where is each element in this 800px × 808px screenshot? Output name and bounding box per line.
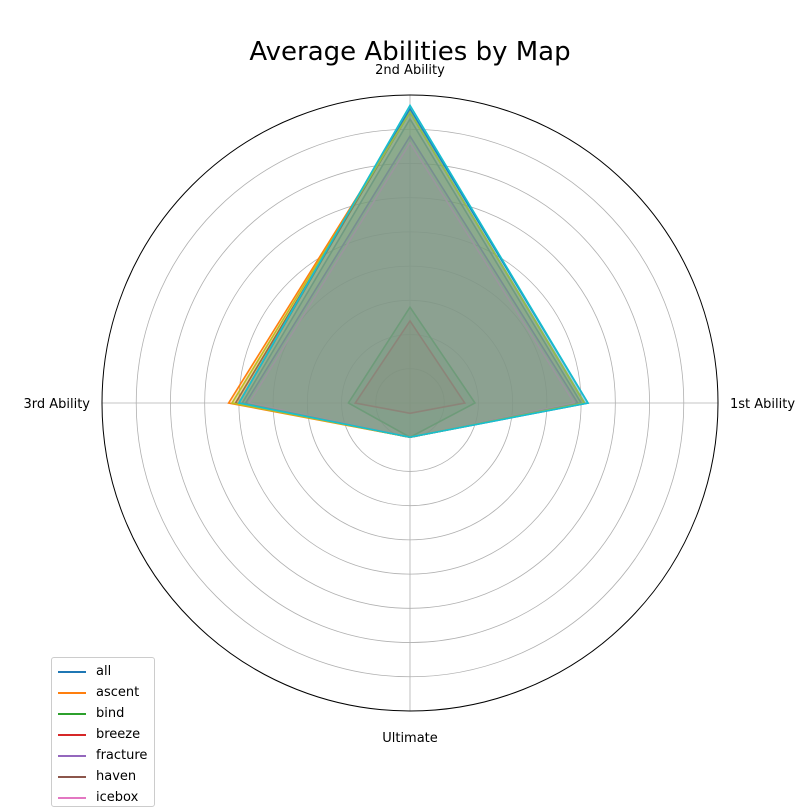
axis-labels: 2nd Ability 1st Ability Ultimate 3rd Abilit… [23, 63, 795, 746]
legend-item: icebox [58, 787, 148, 808]
series-fill [355, 320, 465, 414]
series-fill [348, 307, 475, 438]
series-fill [238, 108, 588, 438]
legend-swatch [58, 775, 86, 778]
legend-item: ascent [58, 682, 148, 703]
legend-item: fracture [58, 745, 148, 766]
series-fill [232, 112, 585, 438]
radar-series [227, 103, 590, 439]
legend-item: bind [58, 703, 148, 724]
axis-label: 2nd Ability [375, 63, 445, 78]
axis-label: Ultimate [382, 731, 438, 746]
legend-label: ascent [96, 685, 140, 700]
series-line [237, 103, 590, 439]
legend: all ascent bind breeze fracture haven icebox [51, 657, 155, 807]
axis-label: 1st Ability [730, 397, 795, 412]
legend-label: haven [96, 769, 137, 784]
legend-item: haven [58, 766, 148, 787]
series-fill [245, 136, 578, 438]
series-fill [235, 112, 585, 438]
radar-grid [101, 94, 719, 712]
legend-swatch [58, 670, 86, 673]
outer-frame [101, 94, 719, 712]
legend-label: all [96, 664, 112, 679]
legend-label: bind [96, 706, 125, 721]
legend-item: all [58, 661, 148, 682]
series-fill [228, 112, 585, 438]
legend-swatch [58, 712, 86, 715]
legend-swatch [58, 796, 86, 799]
series-fill [238, 105, 588, 438]
legend-swatch [58, 733, 86, 736]
legend-item: breeze [58, 724, 148, 745]
legend-swatch [58, 691, 86, 694]
chart-title: Average Abilities by Map [249, 37, 570, 67]
series-line [353, 319, 467, 415]
legend-label: fracture [96, 748, 148, 763]
series-fill [242, 119, 582, 438]
axis-label: 3rd Ability [23, 397, 90, 412]
series-fill [249, 142, 575, 438]
legend-swatch [58, 754, 86, 757]
legend-label: icebox [96, 790, 139, 805]
legend-label: breeze [96, 727, 141, 742]
